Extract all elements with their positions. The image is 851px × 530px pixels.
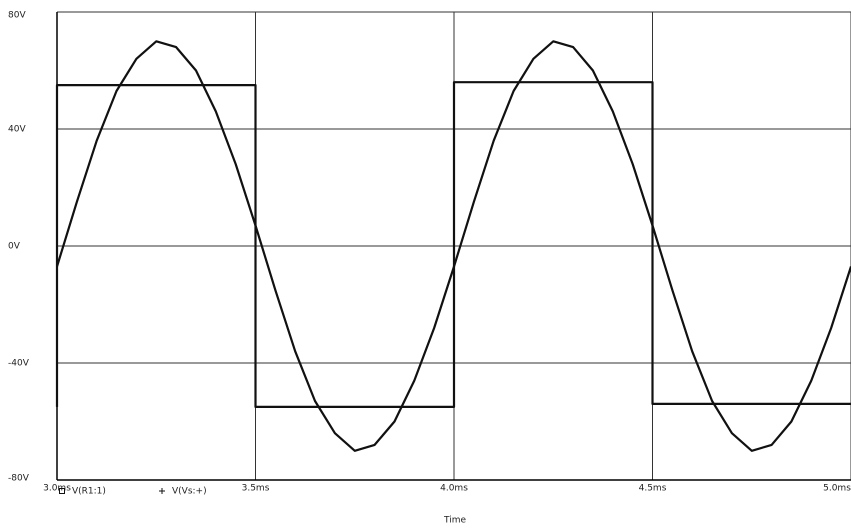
x-tick-label: 4.0ms: [440, 484, 468, 494]
y-tick-label: 40V: [8, 125, 26, 135]
legend-marker: [159, 488, 165, 494]
series-line: [55, 81, 851, 408]
legend-marker: [59, 488, 65, 494]
x-tick-label: 4.5ms: [639, 484, 667, 494]
y-tick-label: -40V: [8, 359, 30, 369]
x-axis-label: Time: [443, 516, 466, 526]
y-tick-label: 80V: [8, 11, 26, 21]
x-tick-label: 5.0ms: [823, 484, 851, 494]
legend-label: V(R1:1): [72, 487, 106, 497]
legend-label: V(Vs:+): [172, 487, 207, 497]
series-line: [55, 40, 851, 452]
x-tick-label: 3.0ms: [43, 484, 71, 494]
y-tick-label: -80V: [8, 474, 30, 484]
y-tick-label: 0V: [8, 242, 21, 252]
x-tick-label: 3.5ms: [242, 484, 270, 494]
